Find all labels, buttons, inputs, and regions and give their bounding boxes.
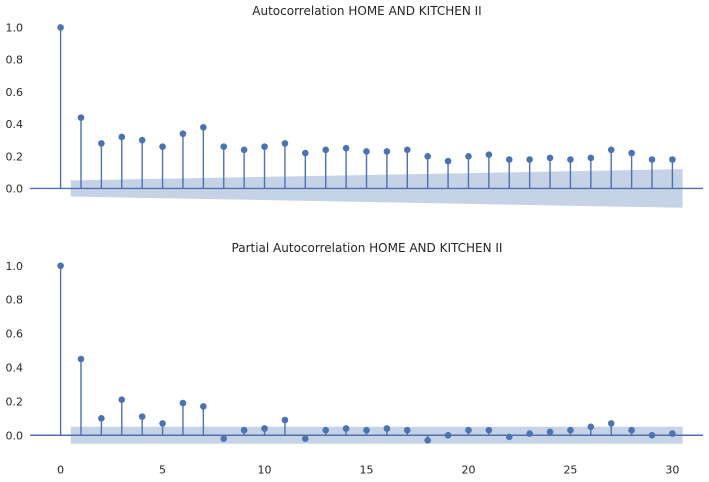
acf-ytick-label: 0.2 [6, 150, 24, 163]
acf-stem-marker [57, 24, 64, 31]
pacf-xtick-label: 0 [57, 464, 64, 477]
pacf-stem-marker [77, 355, 85, 363]
acf-stem-marker [98, 140, 105, 147]
acf-ytick-label: 0.6 [6, 86, 24, 99]
acf-stem-marker [302, 149, 309, 157]
acf-stem-marker [363, 148, 370, 155]
acf-ytick-label: 1.0 [6, 21, 24, 34]
pacf-stem-marker [138, 413, 146, 420]
acf-stem-marker [179, 130, 187, 138]
pacf-stem-marker [424, 437, 431, 444]
pacf-stem-marker [526, 430, 533, 437]
pacf-stem-marker [628, 426, 635, 434]
pacf-stem-marker [648, 431, 656, 439]
acf-panel: Autocorrelation HOME AND KITCHEN II 0.00… [6, 4, 703, 208]
pacf-stem-marker [669, 430, 676, 437]
acf-ytick-label: 0.0 [6, 182, 24, 195]
acf-stem-marker [505, 156, 513, 163]
pacf-stem-marker [179, 399, 187, 407]
pacf-title: Partial Autocorrelation HOME AND KITCHEN… [232, 241, 503, 255]
pacf-stem-marker [159, 420, 166, 427]
acf-ytick-label: 0.8 [6, 54, 24, 67]
pacf-stem-marker [261, 425, 268, 432]
acf-stem-marker [444, 157, 452, 165]
acf-ytick-label: 0.4 [6, 118, 24, 131]
acf-stem-marker [322, 146, 330, 154]
pacf-ytick-label: 1.0 [6, 260, 24, 273]
pacf-stem-marker [567, 426, 574, 434]
pacf-stem-marker [240, 426, 248, 434]
pacf-ytick-label: 0.8 [6, 294, 24, 307]
acf-stems [57, 24, 676, 189]
acf-stem-marker [403, 146, 411, 154]
pacf-stem-marker [98, 415, 105, 422]
acf-stem-marker [465, 152, 472, 160]
pacf-stem-marker [587, 423, 595, 431]
acf-stem-marker [669, 156, 676, 163]
pacf-xtick-label: 20 [461, 464, 475, 477]
pacf-stem-marker [302, 435, 309, 442]
pacf-stem-marker [281, 416, 289, 424]
pacf-stem-marker [546, 428, 554, 436]
pacf-ytick-label: 0.2 [6, 395, 24, 408]
pacf-axes: 0.0 0.2 0.4 0.6 0.8 1.0 0 5 10 15 20 25 30 [6, 260, 703, 477]
pacf-stem-marker [220, 435, 228, 442]
acf-stem-marker [138, 136, 146, 144]
pacf-stem-marker [505, 433, 513, 441]
acf-title: Autocorrelation HOME AND KITCHEN II [252, 4, 481, 18]
acf-stem-marker [485, 151, 493, 158]
acf-stem-marker [240, 146, 248, 154]
pacf-stem-marker [403, 426, 411, 434]
acf-stem-marker [77, 114, 85, 121]
acf-stem-marker [261, 143, 268, 150]
pacf-xtick-label: 25 [563, 464, 577, 477]
acf-stem-marker [220, 143, 228, 150]
pacf-ytick-label: 0.6 [6, 328, 24, 341]
pacf-stem-marker [200, 403, 207, 410]
acf-stem-marker [526, 156, 533, 163]
pacf-stem-marker [383, 425, 391, 432]
acf-stem-marker [648, 156, 656, 163]
pacf-xtick-label: 30 [665, 464, 679, 477]
acf-stem-marker [281, 140, 289, 147]
pacf-xtick-label: 15 [360, 464, 374, 477]
pacf-stem-marker [57, 262, 64, 270]
acf-stem-marker [342, 144, 350, 152]
pacf-stems [57, 262, 676, 444]
acf-stem-marker [607, 146, 615, 154]
pacf-stem-marker [322, 426, 330, 434]
pacf-stem-marker [465, 426, 472, 434]
acf-stem-marker [383, 148, 391, 155]
pacf-stem-marker [485, 426, 493, 434]
pacf-ytick-label: 0.0 [6, 429, 24, 442]
pacf-panel: Partial Autocorrelation HOME AND KITCHEN… [6, 241, 703, 477]
pacf-xtick-label: 5 [159, 464, 166, 477]
pacf-stem-marker [363, 426, 370, 434]
acf-stem-marker [587, 154, 595, 162]
acf-axes: 0.0 0.2 0.4 0.6 0.8 1.0 [6, 21, 703, 195]
pacf-xtick-label: 10 [258, 464, 272, 477]
acf-stem-marker [424, 152, 431, 160]
pacf-stem-marker [342, 425, 350, 432]
acf-stem-marker [567, 156, 574, 163]
pacf-stem-marker [444, 431, 452, 439]
acf-stem-marker [546, 154, 554, 162]
pacf-stem-marker [118, 396, 126, 403]
pacf-stem-marker [607, 420, 615, 427]
acf-stem-marker [159, 143, 166, 150]
pacf-ytick-label: 0.4 [6, 361, 24, 374]
acf-stem-marker [200, 123, 207, 131]
acf-stem-marker [118, 133, 126, 141]
acf-stem-marker [628, 149, 635, 157]
